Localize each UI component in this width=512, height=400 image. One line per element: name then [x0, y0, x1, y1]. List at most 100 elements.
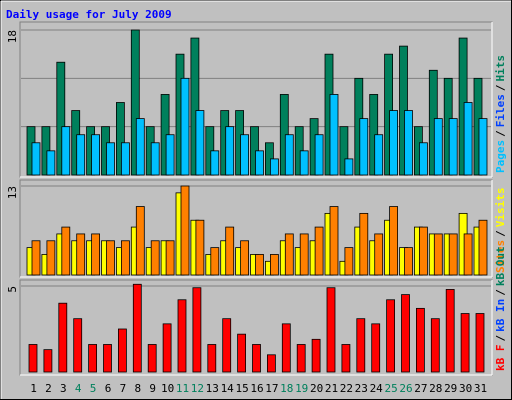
- bar: [207, 344, 217, 373]
- bar: [76, 134, 86, 176]
- bar: [61, 226, 71, 276]
- legend-entry: kB F: [494, 345, 507, 372]
- bar: [296, 344, 306, 373]
- bar: [76, 233, 86, 276]
- x-tick-label: 10: [161, 382, 174, 395]
- legend-entry: Sites: [494, 240, 507, 273]
- legend-separator: /: [494, 289, 507, 296]
- x-tick-label: 29: [444, 382, 457, 395]
- x-tick-label: 6: [105, 382, 112, 395]
- x-tick-label: 22: [340, 382, 353, 395]
- bar: [374, 134, 384, 176]
- bar: [326, 287, 336, 373]
- x-tick-label: 18: [280, 382, 293, 395]
- x-tick-label: 27: [414, 382, 427, 395]
- bar: [359, 212, 369, 276]
- bar: [210, 150, 220, 176]
- x-tick-label: 24: [370, 382, 384, 395]
- bar: [132, 283, 142, 373]
- bar: [339, 126, 349, 176]
- bar: [386, 299, 396, 373]
- bar: [177, 299, 187, 373]
- bar: [299, 233, 309, 276]
- bar: [463, 233, 473, 276]
- bar: [314, 134, 324, 176]
- bar: [281, 323, 291, 373]
- x-tick-label: 21: [325, 382, 338, 395]
- bar: [180, 77, 190, 176]
- x-tick-label: 5: [90, 382, 97, 395]
- bar: [135, 118, 145, 176]
- bar: [192, 287, 202, 373]
- bar: [418, 226, 428, 276]
- y-tick-label: 5: [6, 286, 19, 293]
- bar: [252, 344, 261, 373]
- legend-entry: Files: [494, 94, 507, 127]
- legend-separator: /: [494, 230, 507, 237]
- x-tick-label: 23: [355, 382, 368, 395]
- bar: [225, 126, 235, 176]
- legend-separator: /: [494, 84, 507, 91]
- x-tick-label: 17: [265, 382, 278, 395]
- bar: [359, 118, 369, 176]
- bar: [46, 150, 56, 176]
- bar: [341, 344, 351, 373]
- bar: [43, 349, 53, 373]
- bar: [284, 134, 294, 176]
- bar: [389, 110, 399, 176]
- bar: [299, 150, 309, 176]
- bar: [415, 307, 425, 373]
- bar: [329, 94, 339, 176]
- bar: [121, 240, 130, 276]
- bar: [147, 344, 157, 373]
- bar: [430, 318, 440, 373]
- x-tick-label: 14: [221, 382, 235, 395]
- x-tick-label: 3: [60, 382, 67, 395]
- x-tick-label: 30: [459, 382, 472, 395]
- bar: [180, 185, 190, 276]
- bar: [344, 247, 354, 276]
- bar: [106, 142, 115, 176]
- bar: [56, 61, 66, 176]
- x-tick-label: 28: [429, 382, 442, 395]
- x-tick-label: 1: [30, 382, 37, 395]
- legend-entry: kB In: [494, 299, 507, 332]
- bar: [210, 247, 220, 276]
- bar: [255, 150, 264, 176]
- bar: [344, 158, 354, 176]
- bar: [266, 354, 276, 373]
- bar: [195, 110, 205, 176]
- bar: [91, 233, 100, 276]
- bar: [31, 240, 41, 276]
- bar: [255, 254, 264, 276]
- bar: [445, 289, 455, 373]
- bar: [28, 344, 38, 373]
- bar: [314, 226, 324, 276]
- bar: [116, 102, 125, 176]
- bar: [165, 134, 175, 176]
- bar: [374, 233, 384, 276]
- bar: [460, 313, 470, 373]
- legend-separator: /: [494, 130, 507, 137]
- legend: kB F / kB In / kB Out: [494, 246, 507, 371]
- x-tick-label: 20: [310, 382, 323, 395]
- legend-entry: Hits: [494, 55, 507, 82]
- bar: [433, 118, 443, 176]
- bar: [58, 302, 68, 373]
- bar: [448, 118, 458, 176]
- x-tick-label: 8: [134, 382, 141, 395]
- x-tick-label: 7: [120, 382, 127, 395]
- bar: [88, 344, 97, 373]
- bar: [135, 206, 145, 276]
- x-tick-label: 2: [45, 382, 52, 395]
- legend: Sites / Visits: [494, 188, 507, 274]
- bar: [165, 240, 175, 276]
- bar: [284, 233, 294, 276]
- bar: [150, 240, 160, 276]
- bar: [106, 240, 115, 276]
- bar: [190, 37, 200, 176]
- legend: Pages / Files / Hits: [494, 55, 507, 173]
- x-tick-label: 16: [250, 382, 263, 395]
- x-tick-label: 31: [474, 382, 487, 395]
